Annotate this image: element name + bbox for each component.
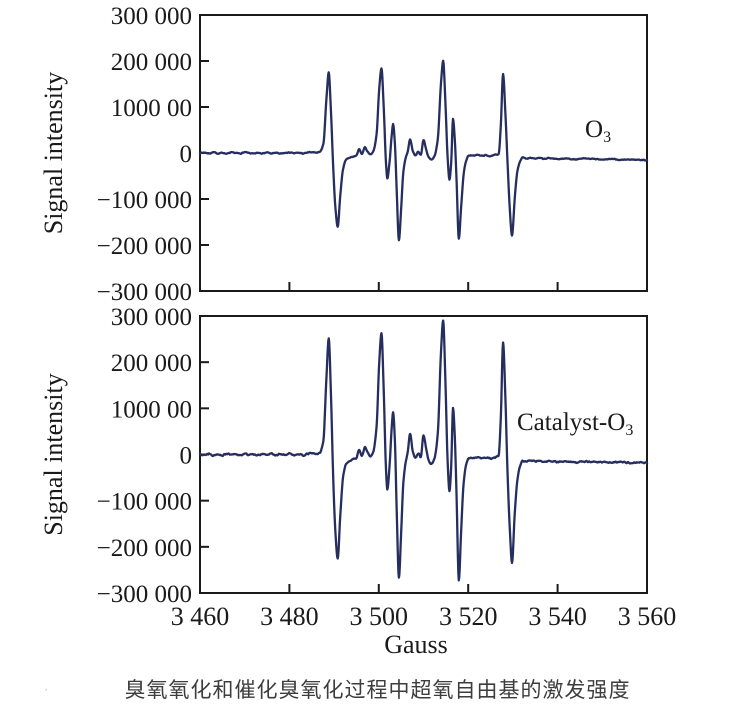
series-label-Catalyst-O3: Catalyst-O3 [517,409,633,439]
x-tick-label: 3 460 [171,602,230,631]
y-axis-title: Signal intensity [39,373,68,536]
series-label-O3: O3 [585,116,611,146]
caption-text: 臭氧氧化和催化臭氧化过程中超氧自由基的激发强度 [124,678,631,702]
y-tick-label: −200 000 [97,233,192,260]
x-tick-label: 3 520 [439,602,498,631]
series-path-O3 [198,59,649,242]
y-tick-label: 1000 00 [111,95,192,122]
y-tick-label: 200 000 [111,49,192,76]
y-tick-label: 300 000 [111,304,192,331]
y-tick-label: −100 000 [97,187,192,214]
y-tick-label: −300 000 [97,279,192,306]
x-tick-label: 3 560 [618,602,677,631]
series-path-Catalyst-O3 [198,319,649,582]
y-axis-title: Signal intensity [39,72,68,235]
y-tick-label: 1000 00 [111,396,192,423]
stray-mark: · [44,682,49,697]
y-tick-label: 200 000 [111,350,192,377]
y-tick-label: −300 000 [97,581,192,608]
x-axis-title: Gauss [384,630,448,659]
x-tick-label: 3 500 [350,602,409,631]
x-tick-label: 3 540 [528,602,587,631]
panel-O3: 300 000 200 000 1000 00 0 −100 000 −200 000 −3… [39,3,649,306]
y-tick-label: 0 [180,443,193,470]
figure-caption: · 臭氧氧化和催化臭氧化过程中超氧自由基的激发强度 [0,674,755,704]
y-tick-label: 0 [180,141,193,168]
x-tick-label: 3 480 [260,602,319,631]
y-tick-label: −100 000 [97,489,192,516]
y-tick-label: −200 000 [97,535,192,562]
y-tick-label: 300 000 [111,3,192,30]
panel-Catalyst-O3: 300 000 200 000 1000 00 0 −100 000 −200 000 −3… [39,304,649,608]
